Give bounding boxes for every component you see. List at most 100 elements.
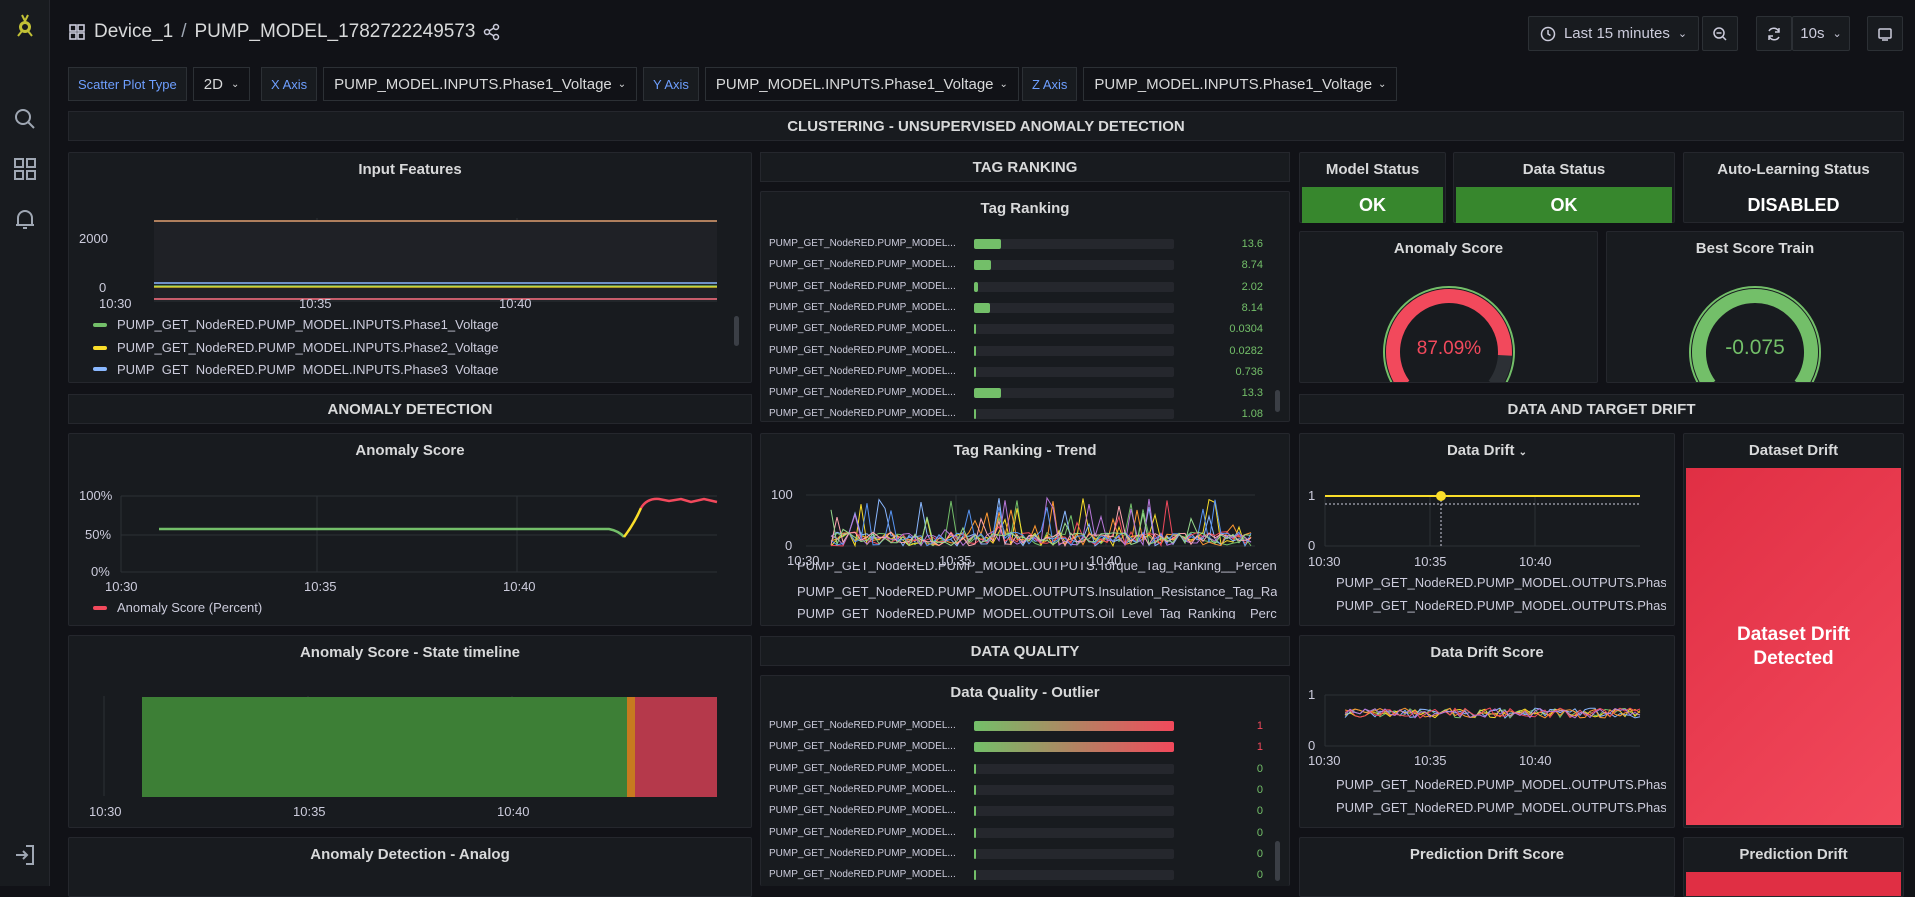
row-anomaly-detection[interactable]: ANOMALY DETECTION <box>68 394 752 424</box>
tv-mode-button[interactable] <box>1867 16 1903 51</box>
chevron-down-icon: ⌄ <box>1378 78 1387 90</box>
anomaly-gauge: 87.09% <box>1383 286 1515 382</box>
trend-series-line <box>830 509 1252 547</box>
time-range-picker[interactable]: Last 15 minutes ⌄ <box>1528 16 1699 51</box>
bar-gauge-fill <box>974 870 976 881</box>
x-tick: 10:30 <box>89 804 122 819</box>
chevron-down-icon: ⌄ <box>1518 447 1528 458</box>
row-clustering[interactable]: CLUSTERING - UNSUPERVISED ANOMALY DETECT… <box>68 111 1904 141</box>
refresh-interval-picker[interactable]: 10s ⌄ <box>1792 16 1850 51</box>
x-axis-select[interactable]: PUMP_MODEL.INPUTS.Phase1_Voltage ⌄ <box>323 67 638 101</box>
bar-gauge-value: 8.14 <box>1241 301 1263 314</box>
list-scrollbar[interactable] <box>1275 841 1280 881</box>
state-anomaly[interactable] <box>635 697 717 797</box>
legend-label: PUMP_GET_NodeRED.PUMP_MODEL.INPUTS.Phase… <box>117 340 499 355</box>
bar-gauge-row: PUMP_GET_NodeRED.PUMP_MODEL... 2.02 <box>769 277 1273 297</box>
legend-item[interactable]: PUMP_GET_NodeRED.PUMP_MODEL.OUTPUTS.Torq… <box>787 562 1277 574</box>
legend-item[interactable]: PUMP_GET_NodeRED.PUMP_MODEL.OUTPUTS.Phas… <box>1326 575 1666 590</box>
bar-gauge-value: 1 <box>1256 720 1263 732</box>
x-tick: 10:40 <box>1089 553 1122 568</box>
bar-gauge-value: 2.02 <box>1241 280 1263 293</box>
legend-item[interactable]: PUMP_GET_NodeRED.PUMP_MODEL.INPUTS.Phase… <box>93 317 499 332</box>
bar-gauge-track <box>974 239 1174 249</box>
row-tag-ranking[interactable]: TAG RANKING <box>760 152 1290 182</box>
panel-title: Anomaly Score - State timeline <box>299 644 521 661</box>
bar-gauge-row: PUMP_GET_NodeRED.PUMP_MODEL... 0 <box>769 801 1273 821</box>
panel-title: Model Status <box>1325 161 1420 178</box>
legend-item[interactable]: PUMP_GET_NodeRED.PUMP_MODEL.OUTPUTS.Insu… <box>787 584 1277 599</box>
x-tick: 10:35 <box>1414 554 1447 569</box>
zoom-out-button[interactable] <box>1702 16 1738 51</box>
share-icon[interactable] <box>483 23 501 41</box>
x-axis-value: PUMP_MODEL.INPUTS.Phase1_Voltage <box>334 75 612 93</box>
bar-gauge-fill <box>974 827 976 838</box>
scatter-type-label: Scatter Plot Type <box>68 67 187 101</box>
legend-item[interactable]: PUMP_GET_NodeRED.PUMP_MODEL.INPUTS.Phase… <box>93 340 499 355</box>
bar-gauge-label: PUMP_GET_NodeRED.PUMP_MODEL... <box>769 869 956 881</box>
search-icon[interactable] <box>12 106 38 132</box>
apps-grid-icon[interactable] <box>68 23 86 41</box>
legend-scrollbar[interactable] <box>734 316 739 346</box>
hover-point[interactable] <box>1436 491 1446 501</box>
legend-swatch <box>93 345 107 350</box>
chevron-down-icon: ⌄ <box>617 78 627 90</box>
bar-gauge-row: PUMP_GET_NodeRED.PUMP_MODEL... 0.0282 <box>769 341 1273 361</box>
data-drift-chart: 1 0 10:30 10:35 10:40 <box>1308 488 1640 569</box>
legend-label: PUMP_GET_NodeRED.PUMP_MODEL.OUTPUTS.Phas… <box>1336 575 1666 590</box>
breadcrumb-device[interactable]: Device_1 <box>94 21 174 42</box>
bar-gauge-label: PUMP_GET_NodeRED.PUMP_MODEL... <box>769 344 956 356</box>
scatter-type-select[interactable]: 2D ⌄ <box>192 67 251 101</box>
state-warning[interactable] <box>627 697 635 797</box>
bar-gauge-fill <box>974 763 976 774</box>
time-range-label: Last 15 minutes <box>1563 25 1670 42</box>
variable-z-axis: Z Axis PUMP_MODEL.INPUTS.Phase1_Voltage ⌄ <box>1022 67 1398 101</box>
bar-gauge-fill <box>974 806 976 817</box>
data-status-value: OK <box>1456 187 1672 223</box>
grafana-logo-icon[interactable] <box>12 12 38 38</box>
state-timeline-chart: 10:30 10:35 10:40 <box>89 696 717 819</box>
bar-gauge-label: PUMP_GET_NodeRED.PUMP_MODEL... <box>769 826 956 838</box>
panel-title[interactable]: Data Drift ⌄ <box>1300 442 1674 459</box>
panel-data-drift-score: Data Drift Score 1 0 10:30 10:35 10:40 P… <box>1299 635 1675 828</box>
breadcrumb-dashboard: PUMP_MODEL_1782722249573 <box>194 21 476 42</box>
legend-item[interactable]: PUMP_GET_NodeRED.PUMP_MODEL.OUTPUTS.Phas… <box>1326 800 1666 815</box>
y-axis-value: PUMP_MODEL.INPUTS.Phase1_Voltage <box>715 75 994 93</box>
legend-item[interactable]: PUMP_GET_NodeRED.PUMP_MODEL.INPUTS.Phase… <box>93 363 499 375</box>
panel-title: Prediction Drift <box>1739 846 1848 863</box>
y-tick: 1 <box>1308 687 1315 702</box>
refresh-button[interactable] <box>1756 16 1792 51</box>
sign-in-icon[interactable] <box>12 842 38 868</box>
panel-prediction-drift-score: Prediction Drift Score <box>1299 837 1675 897</box>
bar-gauge-row: PUMP_GET_NodeRED.PUMP_MODEL... 0 <box>769 865 1273 885</box>
row-data-quality[interactable]: DATA QUALITY <box>760 636 1290 666</box>
row-data-target-drift[interactable]: DATA AND TARGET DRIFT <box>1299 394 1904 424</box>
legend-item[interactable]: Anomaly Score (Percent) <box>93 600 262 615</box>
bar-gauge-fill <box>974 721 1174 731</box>
y-axis-select[interactable]: PUMP_MODEL.INPUTS.Phase1_Voltage ⌄ <box>704 67 1019 101</box>
variable-x-axis: X Axis PUMP_MODEL.INPUTS.Phase1_Voltage ⌄ <box>261 67 638 101</box>
bar-gauge-value: 0 <box>1256 869 1263 882</box>
drift-series-line <box>1344 708 1641 719</box>
scatter-type-value: 2D <box>203 75 223 93</box>
series-line-normal <box>159 527 625 538</box>
panel-prediction-drift: Prediction Drift <box>1683 837 1904 897</box>
bar-gauge-value: 1.08 <box>1241 408 1263 421</box>
clock-icon <box>1540 26 1556 41</box>
refresh-icon <box>1768 26 1780 41</box>
x-tick: 10:30 <box>105 579 138 594</box>
state-normal[interactable] <box>142 697 627 797</box>
legend-item[interactable]: PUMP_GET_NodeRED.PUMP_MODEL.OUTPUTS.Phas… <box>1326 598 1666 613</box>
legend-item[interactable]: PUMP_GET_NodeRED.PUMP_MODEL.OUTPUTS.Phas… <box>1326 777 1666 792</box>
legend-label: PUMP_GET_NodeRED.PUMP_MODEL.OUTPUTS.Phas… <box>1336 777 1666 792</box>
zoom-out-icon <box>1713 26 1727 41</box>
list-scrollbar[interactable] <box>1275 390 1280 412</box>
legend-label: Anomaly Score (Percent) <box>117 600 263 615</box>
bar-gauge-track <box>974 721 1174 731</box>
bar-gauge-value: 13.3 <box>1241 387 1263 400</box>
x-tick: 10:35 <box>939 553 972 568</box>
bar-gauge-value: 0.0304 <box>1229 323 1263 336</box>
alert-bell-icon[interactable] <box>12 207 38 233</box>
legend-item[interactable]: PUMP_GET_NodeRED.PUMP_MODEL.OUTPUTS.Oil_… <box>787 607 1277 619</box>
z-axis-select[interactable]: PUMP_MODEL.INPUTS.Phase1_Voltage ⌄ <box>1083 67 1398 101</box>
dashboards-icon[interactable] <box>12 156 38 182</box>
